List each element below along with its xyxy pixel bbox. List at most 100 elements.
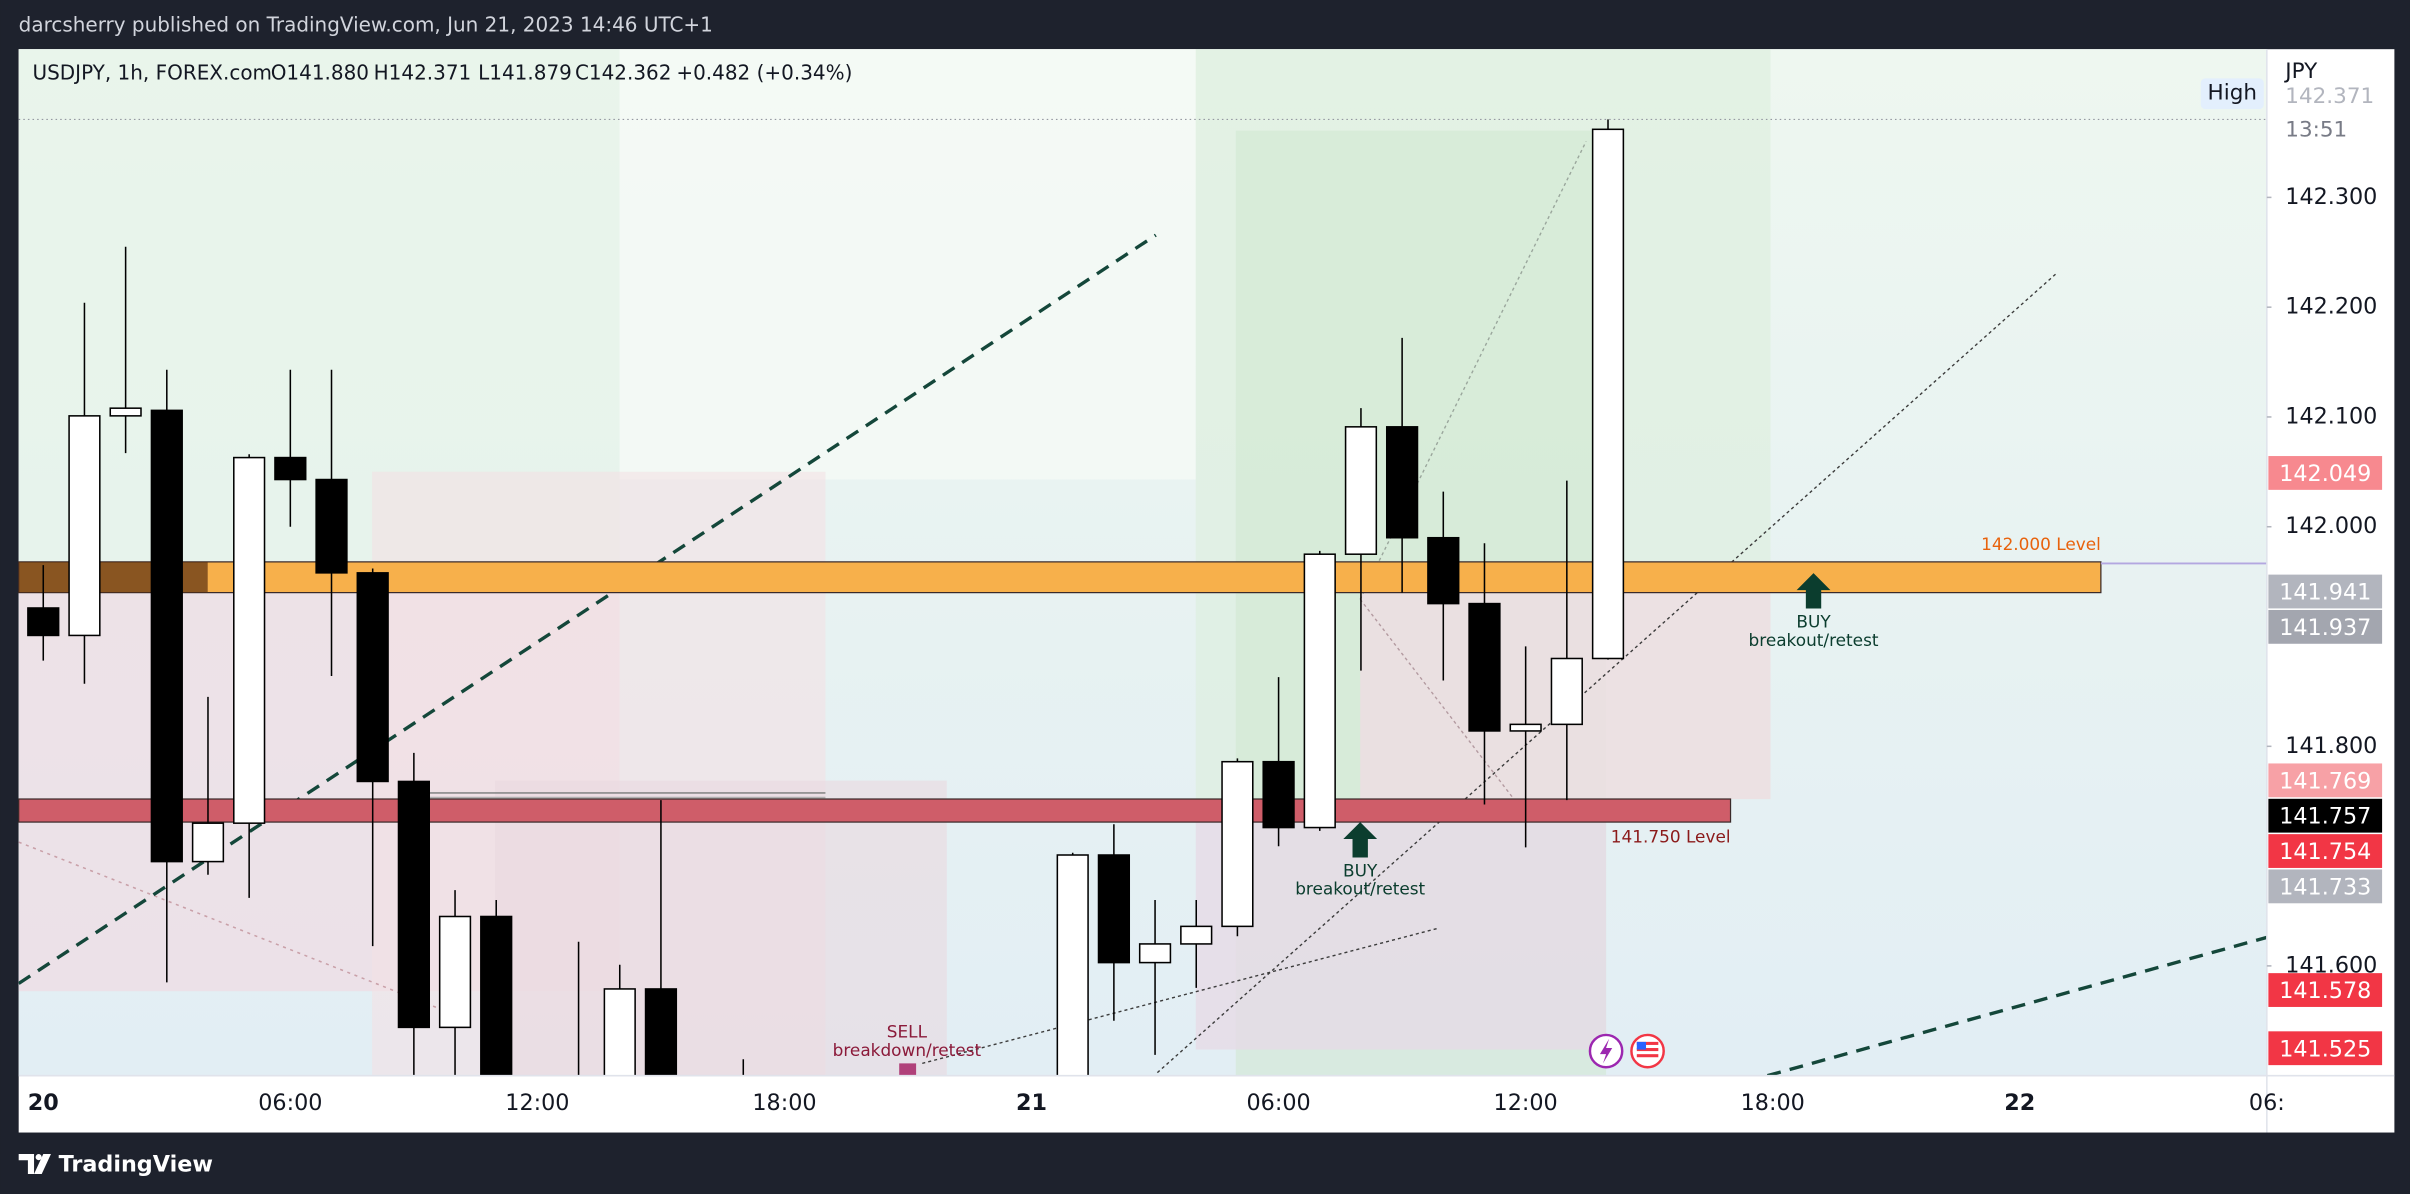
x-tick-label: 12:00 xyxy=(1494,1090,1558,1116)
candle-body xyxy=(68,415,101,637)
x-tick-label: 06:00 xyxy=(1247,1090,1311,1116)
price-label-box xyxy=(2268,973,2383,1007)
price-label-box xyxy=(2268,456,2383,490)
annotation-arrow xyxy=(1796,573,1831,609)
y-tick-label: 142.000 xyxy=(2285,513,2377,539)
price-label: 141.578 xyxy=(2279,978,2371,1004)
price-label: 141.733 xyxy=(2279,874,2371,900)
zone-band xyxy=(18,798,1732,823)
price-label-box xyxy=(2268,609,2383,644)
annotation-text: breakout/retest xyxy=(1749,630,1879,650)
trend-line xyxy=(922,927,1439,1065)
symbol-title: USDJPY, 1h, FOREX.com xyxy=(33,60,272,84)
brand: TradingView xyxy=(18,1151,213,1177)
annotation-arrow xyxy=(1343,822,1378,858)
high-price-label: 142.371 xyxy=(2285,84,2374,109)
flag-stripe xyxy=(1636,1041,1659,1045)
x-tick-label: 06: xyxy=(2249,1090,2285,1116)
candle-body xyxy=(644,988,678,1076)
candle-body xyxy=(397,780,431,1029)
price-label: 141.937 xyxy=(2279,615,2371,641)
candle-body xyxy=(274,456,307,481)
candle-body xyxy=(27,607,60,637)
high-badge-label: High xyxy=(2208,81,2257,106)
zone-label: 141.750 Level xyxy=(1611,826,1731,846)
ohlc-value: L141.879 xyxy=(478,60,572,84)
trend-line xyxy=(1359,141,1587,600)
x-tick-label: 20 xyxy=(28,1090,59,1116)
event-icons xyxy=(1588,1033,1665,1069)
candle-body xyxy=(109,407,142,417)
annotation-text: breakout/retest xyxy=(1295,879,1425,899)
candle-body xyxy=(315,478,348,574)
y-tick-label: 141.800 xyxy=(2285,733,2377,759)
candle-body xyxy=(1097,854,1131,964)
price-label-box xyxy=(2268,869,2383,904)
flag-stripe xyxy=(1636,1054,1659,1058)
price-label-box xyxy=(2268,798,2383,833)
annotation-title: SELL xyxy=(887,1022,928,1042)
countdown: 13:51 xyxy=(2285,118,2347,143)
candle-body xyxy=(1262,760,1295,829)
position-box xyxy=(1195,799,1607,1050)
candle-body xyxy=(603,988,636,1076)
trend-line xyxy=(1156,273,2057,1074)
flag-canton xyxy=(1636,1041,1647,1050)
x-tick-label: 18:00 xyxy=(752,1090,816,1116)
ohlc-value: H142.371 xyxy=(374,60,472,84)
trend-line xyxy=(1766,935,2267,1076)
axes: High 142.371 13:51 20 06:00 12:00 18:00 21 06:00… xyxy=(18,78,2383,1116)
annotation-text: breakdown/retest xyxy=(833,1040,982,1060)
candle-body xyxy=(1385,426,1419,539)
candle-body xyxy=(1550,657,1583,726)
annotation-title: BUY xyxy=(1796,611,1831,631)
signal-marker xyxy=(899,1063,917,1076)
candle-body xyxy=(480,915,513,1076)
ohlc-value: O141.880 xyxy=(271,60,369,84)
x-tick-label: 12:00 xyxy=(505,1090,569,1116)
candles xyxy=(27,119,1625,1076)
y-tick-label: 142.100 xyxy=(2285,403,2377,429)
candle-body xyxy=(150,409,183,863)
price-label: 141.757 xyxy=(2279,804,2371,830)
ohlc-value: +0.482 (+0.34%) xyxy=(676,60,852,84)
candle-body xyxy=(1344,426,1378,555)
candle-body xyxy=(1427,536,1460,605)
logo-part xyxy=(34,1154,51,1175)
candle-body xyxy=(1056,854,1089,1076)
price-label: 141.754 xyxy=(2279,839,2371,865)
lightning-icon xyxy=(1599,1038,1613,1064)
high-badge xyxy=(2200,78,2264,110)
candle-body xyxy=(1468,602,1501,732)
x-tick-label: 06:00 xyxy=(258,1090,322,1116)
price-label: 141.769 xyxy=(2279,768,2371,794)
event-icon[interactable] xyxy=(1630,1033,1665,1069)
candle-body xyxy=(191,822,225,863)
logo-part xyxy=(18,1154,35,1175)
candle-body xyxy=(1138,943,1172,964)
price-label-box xyxy=(2268,763,2383,798)
brand-name: TradingView xyxy=(59,1151,213,1177)
x-tick-label: 21 xyxy=(1016,1090,1047,1116)
annotation-title: BUY xyxy=(1343,860,1378,880)
price-label: 142.049 xyxy=(2279,461,2371,487)
price-label-box xyxy=(2268,834,2383,868)
candle-body xyxy=(233,456,266,824)
trend-line xyxy=(18,233,1157,985)
candle-body xyxy=(356,572,389,783)
position-box xyxy=(495,780,947,1076)
drawings xyxy=(18,49,2267,1076)
published-line: darcsherry published on TradingView.com,… xyxy=(19,13,713,37)
price-label: 141.525 xyxy=(2279,1036,2371,1062)
trend-line xyxy=(1359,598,1515,800)
candle-body xyxy=(1221,760,1254,928)
x-tick-label: 18:00 xyxy=(1741,1090,1805,1116)
logo-part xyxy=(35,1154,42,1161)
candle-body xyxy=(1591,128,1625,660)
y-tick-label: 142.200 xyxy=(2285,294,2377,320)
candle-body xyxy=(1180,925,1213,945)
